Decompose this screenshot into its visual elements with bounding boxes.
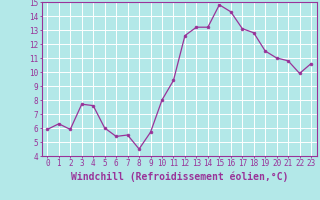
X-axis label: Windchill (Refroidissement éolien,°C): Windchill (Refroidissement éolien,°C) [70, 171, 288, 182]
